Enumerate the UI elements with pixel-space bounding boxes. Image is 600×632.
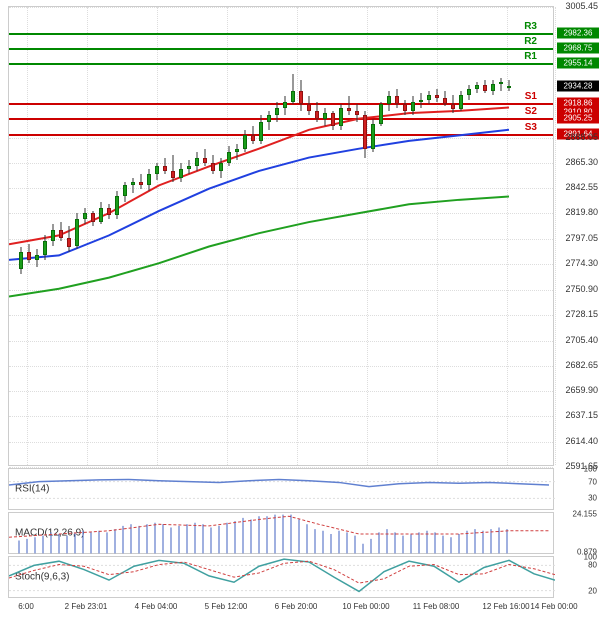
stoch-yaxis: 2080100 [555, 557, 599, 597]
price-ylabel: 2682.65 [556, 360, 598, 370]
macd-plot [9, 513, 555, 555]
time-xlabel: 12 Feb 16:00 [482, 602, 529, 611]
price-ylabel: 2750.90 [556, 284, 598, 294]
price-ylabel: 2659.90 [556, 385, 598, 395]
sr-line-r3 [9, 33, 553, 35]
price-yaxis: 2591.652614.402637.152659.902682.652705.… [554, 6, 600, 466]
price-ylabel: 2865.30 [556, 157, 598, 167]
sr-line-r2 [9, 48, 553, 50]
time-xlabel: 11 Feb 08:00 [413, 602, 460, 611]
time-xlabel: 6:00 [18, 602, 34, 611]
macd-yaxis: 0.87924.155 [555, 513, 599, 553]
price-ylabel: 2842.55 [556, 182, 598, 192]
sr-label-r1: R1 [524, 51, 537, 62]
time-xlabel: 10 Feb 00:00 [342, 602, 389, 611]
price-ylabel: 2614.40 [556, 436, 598, 446]
sr-line-s2 [9, 118, 553, 120]
price-ylabel: 2819.80 [556, 207, 598, 217]
sr-label-s3: S3 [525, 122, 537, 133]
ma-lines [9, 7, 553, 465]
sr-label-r2: R2 [524, 36, 537, 47]
rsi-line [9, 469, 555, 511]
price-ylabel: 2797.05 [556, 233, 598, 243]
time-xlabel: 5 Feb 12:00 [205, 602, 248, 611]
sr-line-s1 [9, 103, 553, 105]
rsi-yaxis: 3070100 [555, 469, 599, 509]
price-ylabel: 2705.40 [556, 335, 598, 345]
price-ylabel: 2888.05 [556, 132, 598, 142]
macd-panel[interactable]: MACD(12,26,9) 0.87924.155 [8, 512, 554, 554]
sr-label-s1: S1 [525, 91, 537, 102]
sr-label-r3: R3 [524, 21, 537, 32]
stoch-lines [9, 557, 555, 599]
price-ylabel: 2637.15 [556, 410, 598, 420]
sr-line-s3 [9, 134, 553, 136]
time-xlabel: 6 Feb 20:00 [275, 602, 318, 611]
stoch-panel[interactable]: Stoch(9,6,3) 2080100 [8, 556, 554, 598]
time-xlabel: 4 Feb 04:00 [135, 602, 178, 611]
chart-container: R3R2R1S1S2S3 2934.282982.362968.752955.1… [0, 0, 600, 632]
time-xaxis: 6:00 2 Feb 23:01 4 Feb 04:00 5 Feb 12:00 6 F… [8, 600, 554, 630]
price-ylabel: 3005.45 [556, 1, 598, 11]
ma-blue [9, 130, 509, 260]
rsi-panel[interactable]: RSI(14) 3070100 [8, 468, 554, 510]
sr-label-s2: S2 [525, 106, 537, 117]
sr-line-r1 [9, 63, 553, 65]
price-ylabel: 2728.15 [556, 309, 598, 319]
price-ylabel: 2774.30 [556, 258, 598, 268]
time-xlabel: 14 Feb 00:00 [530, 602, 577, 611]
time-xlabel: 2 Feb 23:01 [65, 602, 108, 611]
price-panel[interactable]: R3R2R1S1S2S3 2934.282982.362968.752955.1… [8, 6, 554, 466]
